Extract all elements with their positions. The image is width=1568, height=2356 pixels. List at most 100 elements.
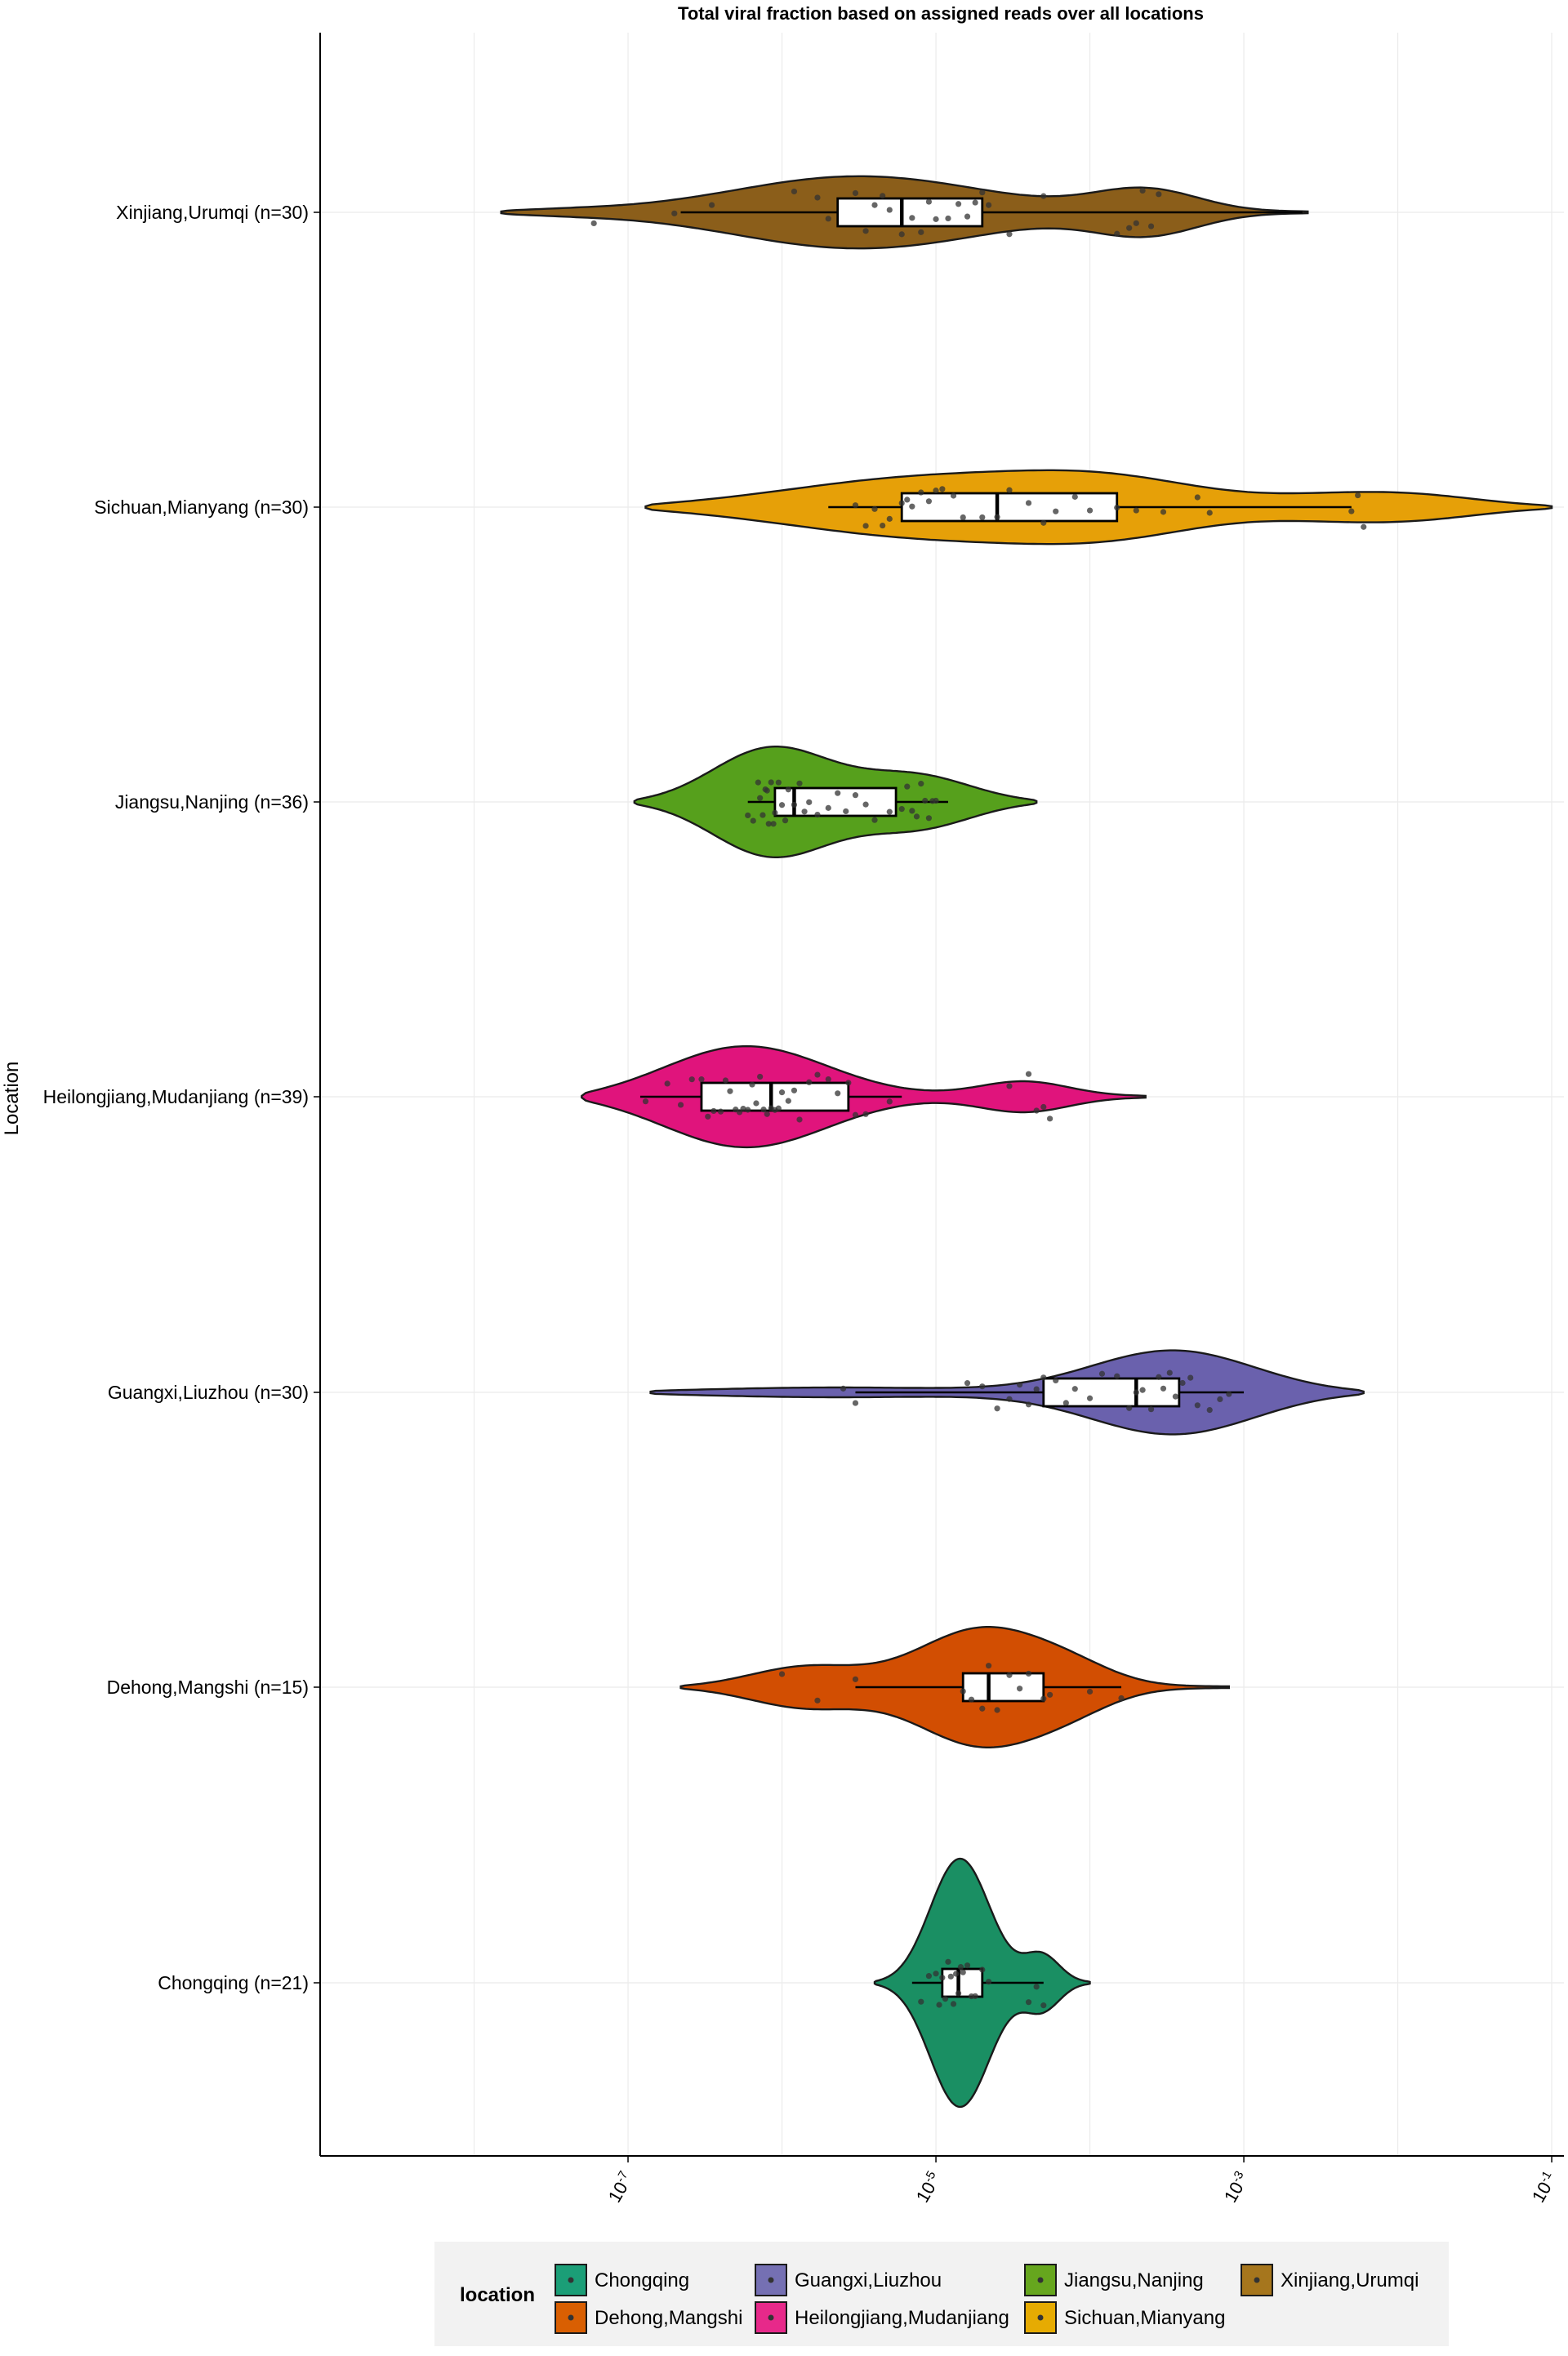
data-point bbox=[825, 1076, 831, 1083]
data-point bbox=[933, 797, 939, 804]
data-point bbox=[862, 801, 869, 808]
data-point bbox=[1160, 509, 1167, 515]
data-point bbox=[933, 1971, 939, 1977]
data-point bbox=[1126, 225, 1133, 231]
data-point bbox=[1040, 1695, 1047, 1702]
legend-title: location bbox=[460, 2284, 535, 2306]
data-point bbox=[1114, 1373, 1120, 1379]
data-point bbox=[1006, 487, 1013, 493]
data-point bbox=[922, 797, 929, 804]
data-point bbox=[825, 216, 831, 222]
legend-label: Chongqing bbox=[595, 2269, 689, 2291]
data-point bbox=[1025, 1670, 1032, 1677]
data-point bbox=[708, 202, 715, 208]
data-point bbox=[979, 189, 986, 196]
data-point bbox=[772, 809, 778, 816]
data-point bbox=[717, 1108, 724, 1115]
data-point bbox=[880, 193, 886, 199]
data-point bbox=[880, 522, 886, 529]
data-point bbox=[994, 1707, 1000, 1713]
data-point bbox=[710, 1107, 717, 1115]
data-point bbox=[1086, 1395, 1094, 1401]
data-point bbox=[1172, 1393, 1179, 1400]
data-point bbox=[918, 489, 924, 496]
data-point bbox=[791, 801, 798, 808]
box-Heilongjiang,Mudanjiang bbox=[700, 1081, 850, 1112]
data-point bbox=[950, 2001, 957, 2007]
data-point bbox=[760, 1107, 767, 1113]
data-point bbox=[1016, 1381, 1023, 1388]
data-point bbox=[964, 1962, 971, 1969]
data-point bbox=[950, 492, 957, 499]
data-point bbox=[1133, 507, 1139, 514]
box-Sichuan,Mianyang bbox=[900, 492, 1119, 523]
legend-key-dot bbox=[568, 2314, 574, 2321]
data-point bbox=[925, 198, 933, 205]
data-point bbox=[1025, 1071, 1032, 1077]
data-point bbox=[852, 1400, 859, 1406]
data-point bbox=[1194, 1402, 1200, 1409]
data-point bbox=[933, 488, 939, 494]
data-point bbox=[1071, 1386, 1078, 1392]
data-point bbox=[749, 1081, 755, 1088]
data-point bbox=[722, 1077, 729, 1084]
data-point bbox=[942, 1995, 949, 2002]
data-point bbox=[939, 1975, 946, 1981]
data-point bbox=[972, 199, 978, 206]
data-point bbox=[791, 1087, 798, 1093]
data-point bbox=[852, 189, 859, 197]
data-point bbox=[778, 1089, 786, 1096]
data-point bbox=[909, 808, 915, 814]
data-point bbox=[801, 808, 808, 815]
box-Dehong,Mangshi bbox=[961, 1672, 1045, 1703]
data-point bbox=[845, 1080, 852, 1086]
data-point bbox=[814, 811, 821, 818]
data-point bbox=[775, 1105, 782, 1111]
data-point bbox=[852, 1111, 859, 1118]
data-point bbox=[1139, 1387, 1146, 1393]
data-point bbox=[862, 523, 869, 529]
data-point bbox=[705, 1113, 711, 1120]
data-point bbox=[904, 783, 911, 790]
data-point bbox=[909, 215, 915, 221]
data-point bbox=[770, 821, 777, 827]
data-point bbox=[936, 2002, 942, 2008]
data-point bbox=[1156, 191, 1162, 198]
data-point bbox=[871, 817, 878, 823]
data-point bbox=[736, 1109, 743, 1116]
data-point bbox=[740, 1106, 746, 1112]
y-tick-label: Dehong,Mangshi (n=15) bbox=[107, 1677, 309, 1698]
data-point bbox=[852, 792, 859, 799]
data-point bbox=[1114, 230, 1120, 237]
data-point bbox=[1006, 231, 1013, 238]
data-point bbox=[814, 1071, 821, 1078]
data-point bbox=[964, 1380, 971, 1387]
data-point bbox=[862, 228, 869, 234]
data-point bbox=[871, 202, 878, 208]
legend-key-dot bbox=[568, 2277, 574, 2283]
legend-key bbox=[1024, 2264, 1057, 2296]
data-point bbox=[814, 194, 821, 201]
data-point bbox=[1156, 1374, 1162, 1380]
data-point bbox=[985, 1663, 992, 1669]
data-point bbox=[835, 790, 841, 796]
data-point bbox=[852, 1676, 859, 1682]
data-point bbox=[664, 1080, 670, 1087]
data-point bbox=[1179, 1379, 1186, 1387]
legend-key-dot bbox=[768, 2277, 774, 2283]
data-point bbox=[727, 1088, 733, 1094]
data-point bbox=[1166, 1370, 1173, 1376]
x-tick-label-text: 10-3 bbox=[1218, 2168, 1253, 2206]
data-point bbox=[960, 1688, 966, 1695]
data-point bbox=[791, 188, 798, 195]
data-point bbox=[778, 1671, 786, 1677]
data-point bbox=[785, 1098, 791, 1104]
data-point bbox=[955, 1990, 962, 1997]
y-tick-label: Guangxi,Liuzhou (n=30) bbox=[108, 1382, 309, 1403]
data-point bbox=[1047, 1691, 1054, 1698]
data-point bbox=[871, 505, 878, 512]
legend-key-dot bbox=[1037, 2277, 1044, 2283]
data-point bbox=[671, 210, 678, 216]
